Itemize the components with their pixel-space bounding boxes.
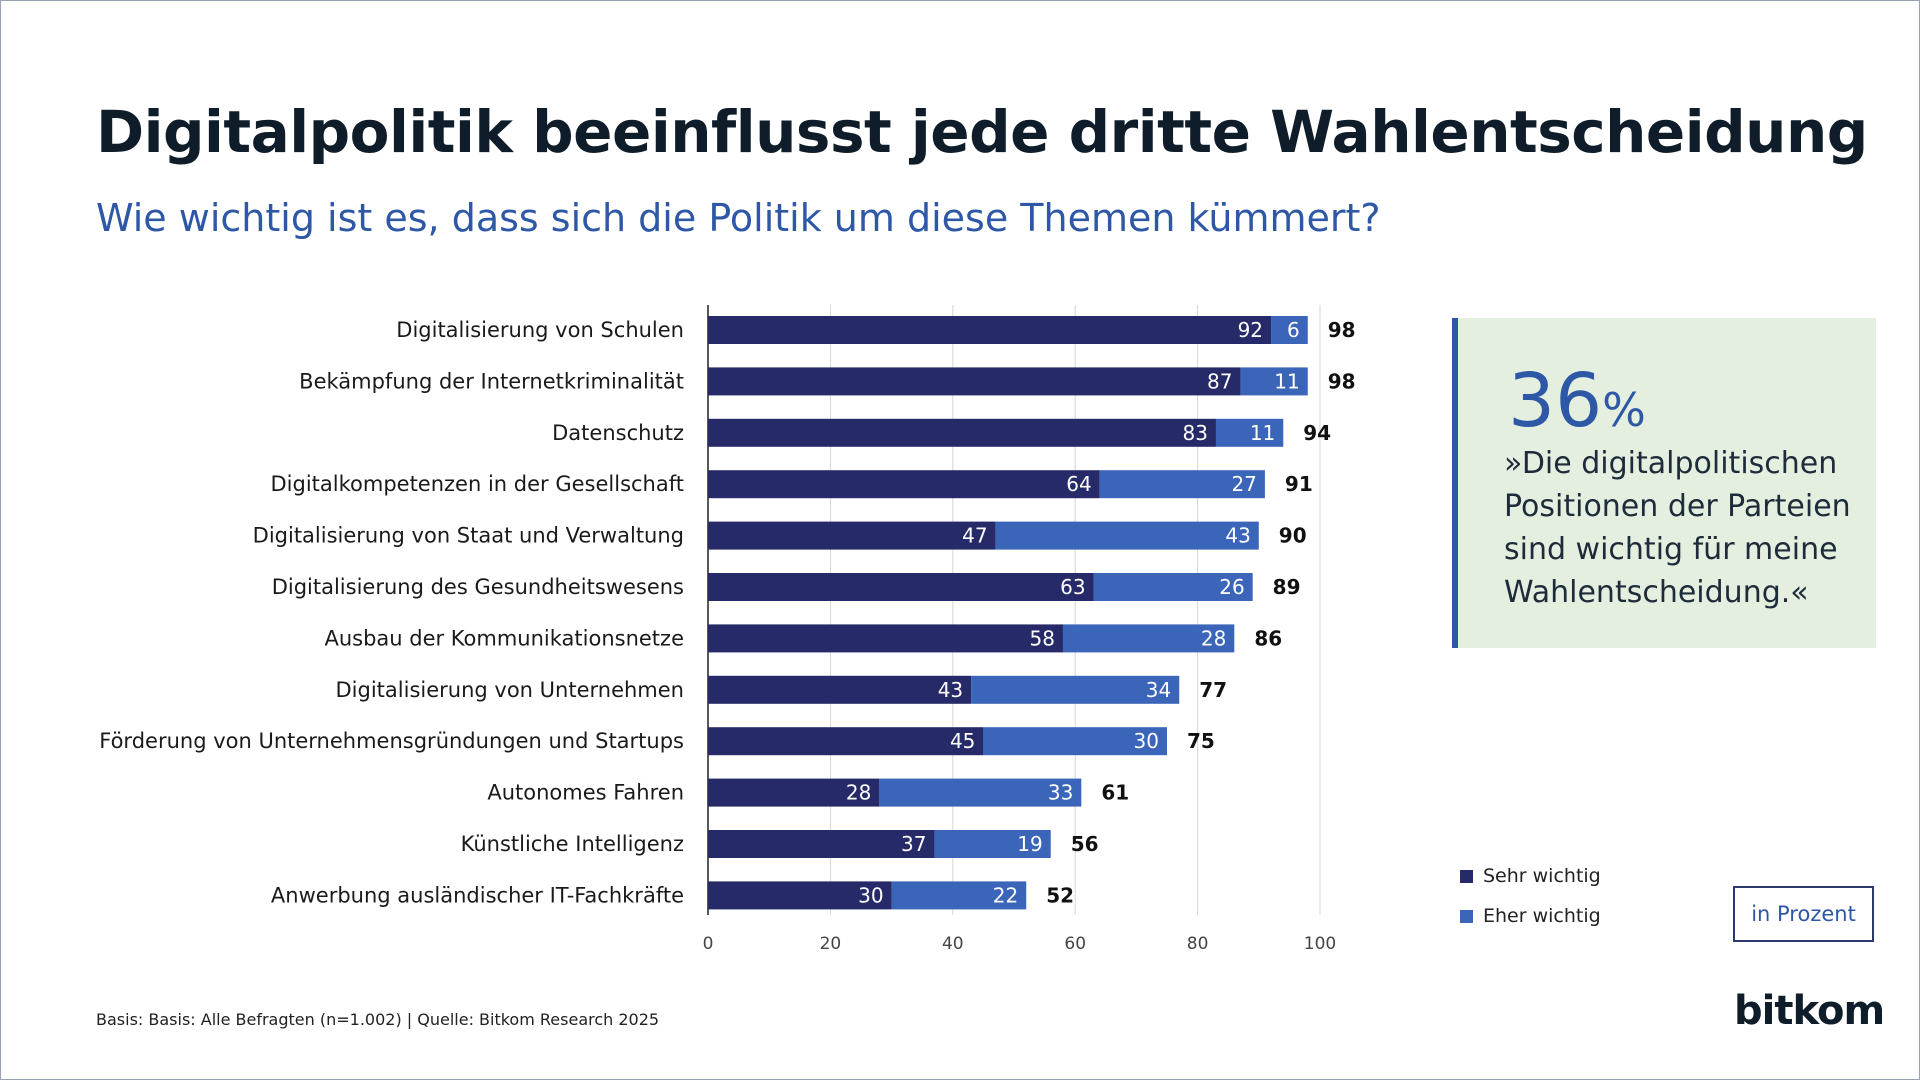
bar-value-label: 43	[1225, 524, 1250, 548]
bar-value-label: 45	[950, 729, 975, 753]
x-tick-label-100: 100	[1304, 934, 1336, 954]
category-label: Förderung von Unternehmensgründungen und…	[99, 729, 684, 753]
gridlines	[707, 305, 1321, 915]
bar-value-label: 11	[1274, 369, 1299, 393]
bar-segment-eher-wichtig	[1099, 470, 1265, 499]
bar-value-label: 83	[1183, 421, 1208, 445]
bar-value-label: 6	[1287, 318, 1300, 342]
legend-label-sehr-wichtig: Sehr wichtig	[1483, 865, 1601, 887]
bar-value-label: 92	[1238, 318, 1263, 342]
bar-segment-sehr-wichtig	[708, 573, 1094, 601]
category-label: Datenschutz	[552, 421, 684, 445]
category-label: Anwerbung ausländischer IT-Fachkräfte	[271, 883, 684, 907]
category-label: Ausbau der Kommunikationsnetze	[324, 626, 684, 650]
category-label: Künstliche Intelligenz	[461, 832, 684, 856]
bar-segment-sehr-wichtig	[708, 830, 935, 858]
bar-value-label: 34	[1146, 678, 1171, 702]
unit-label: in Prozent	[1733, 886, 1874, 942]
callout-quote: »Die digitalpolitischen Positionen der P…	[1504, 446, 1851, 610]
category-label: Digitalisierung von Unternehmen	[336, 678, 684, 702]
bar-segment-sehr-wichtig	[708, 727, 984, 756]
bar-value-label: 28	[1201, 626, 1226, 650]
bar-value-label: 19	[1017, 832, 1042, 856]
bars	[708, 316, 1308, 910]
bar-segment-eher-wichtig	[983, 727, 1167, 756]
x-tick-label-0: 0	[703, 934, 714, 954]
bar-value-label: 43	[938, 678, 963, 702]
callout-box: 36% »Die digitalpolitischen Positionen d…	[1452, 318, 1876, 648]
legend-item-eher-wichtig: Eher wichtig	[1460, 905, 1601, 927]
bar-segment-sehr-wichtig	[708, 778, 880, 807]
x-tick-label-80: 80	[1187, 934, 1209, 954]
bar-segment-sehr-wichtig	[708, 675, 972, 704]
bar-value-label: 30	[1134, 729, 1159, 753]
bar-segment-eher-wichtig	[971, 675, 1180, 704]
bar-value-label: 33	[1048, 781, 1073, 805]
legend: Sehr wichtig Eher wichtig	[1460, 865, 1601, 946]
bar-total-label: 86	[1254, 626, 1282, 650]
bar-segment-sehr-wichtig	[708, 881, 892, 910]
legend-swatch-eher-wichtig	[1460, 909, 1473, 923]
bar-value-label: 30	[858, 883, 883, 907]
bar-total-label: 89	[1273, 575, 1301, 599]
bar-value-label: 47	[962, 524, 987, 548]
bar-segment-eher-wichtig	[995, 521, 1259, 550]
bar-segment-eher-wichtig	[1093, 573, 1253, 601]
bar-segment-eher-wichtig	[891, 881, 1027, 910]
bar-total-label: 98	[1328, 318, 1356, 342]
legend-item-sehr-wichtig: Sehr wichtig	[1460, 865, 1601, 887]
bar-total-label: 90	[1279, 524, 1307, 548]
bar-segment-sehr-wichtig	[708, 470, 1100, 499]
bar-value-label: 64	[1066, 472, 1091, 496]
bar-segment-sehr-wichtig	[708, 624, 1063, 653]
x-tick-label-20: 20	[820, 934, 842, 954]
category-label: Digitalkompetenzen in der Gesellschaft	[271, 472, 685, 496]
bar-segment-eher-wichtig	[1240, 367, 1308, 396]
callout-percent-sign: %	[1602, 383, 1646, 437]
page-subtitle: Wie wichtig ist es, dass sich die Politi…	[96, 196, 1381, 240]
bar-total-label: 52	[1046, 883, 1074, 907]
bar-value-label: 58	[1030, 626, 1055, 650]
labels: 0 20 40 60 80 100 Digitalisierung von Schulen 9…	[99, 318, 1355, 954]
category-label: Autonomes Fahren	[487, 781, 684, 805]
bar-total-label: 61	[1101, 781, 1129, 805]
category-label: Digitalisierung von Staat und Verwaltung	[253, 524, 684, 548]
page-title: Digitalpolitik beeinflusst jede dritte W…	[96, 98, 1868, 166]
category-label: Digitalisierung von Schulen	[396, 318, 684, 342]
bar-value-label: 28	[846, 781, 871, 805]
callout-number: 36%	[1508, 358, 1646, 444]
category-label: Bekämpfung der Internetkriminalität	[299, 369, 684, 393]
category-label: Digitalisierung des Gesundheitswesens	[272, 575, 684, 599]
x-tick-label-60: 60	[1064, 934, 1086, 954]
bar-value-label: 11	[1250, 421, 1275, 445]
bar-segment-sehr-wichtig	[708, 521, 996, 550]
bar-total-label: 94	[1303, 421, 1331, 445]
bar-segment-eher-wichtig	[1215, 418, 1284, 447]
bar-segment-sehr-wichtig	[708, 316, 1272, 344]
bar-value-label: 87	[1207, 369, 1232, 393]
bar-total-label: 77	[1199, 678, 1227, 702]
bar-value-label: 63	[1060, 575, 1085, 599]
bar-total-label: 75	[1187, 729, 1215, 753]
bar-segment-sehr-wichtig	[708, 418, 1216, 447]
bar-segment-sehr-wichtig	[708, 367, 1241, 396]
bar-value-label: 26	[1219, 575, 1244, 599]
legend-label-eher-wichtig: Eher wichtig	[1483, 905, 1601, 927]
bar-total-label: 56	[1071, 832, 1099, 856]
bar-segment-eher-wichtig	[1271, 316, 1308, 344]
bar-value-label: 27	[1231, 472, 1256, 496]
bar-segment-eher-wichtig	[934, 830, 1051, 858]
bar-total-label: 98	[1328, 369, 1356, 393]
callout-number-value: 36	[1508, 358, 1603, 444]
bar-segment-eher-wichtig	[1062, 624, 1235, 653]
source-note: Basis: Basis: Alle Befragten (n=1.002) |…	[96, 1010, 660, 1029]
bitkom-logo: bitkom	[1734, 988, 1885, 1034]
legend-swatch-sehr-wichtig	[1460, 869, 1473, 883]
bar-value-label: 22	[993, 883, 1018, 907]
bar-total-label: 91	[1285, 472, 1313, 496]
bar-segment-eher-wichtig	[879, 778, 1082, 807]
x-tick-label-40: 40	[942, 934, 964, 954]
bar-value-label: 37	[901, 832, 926, 856]
